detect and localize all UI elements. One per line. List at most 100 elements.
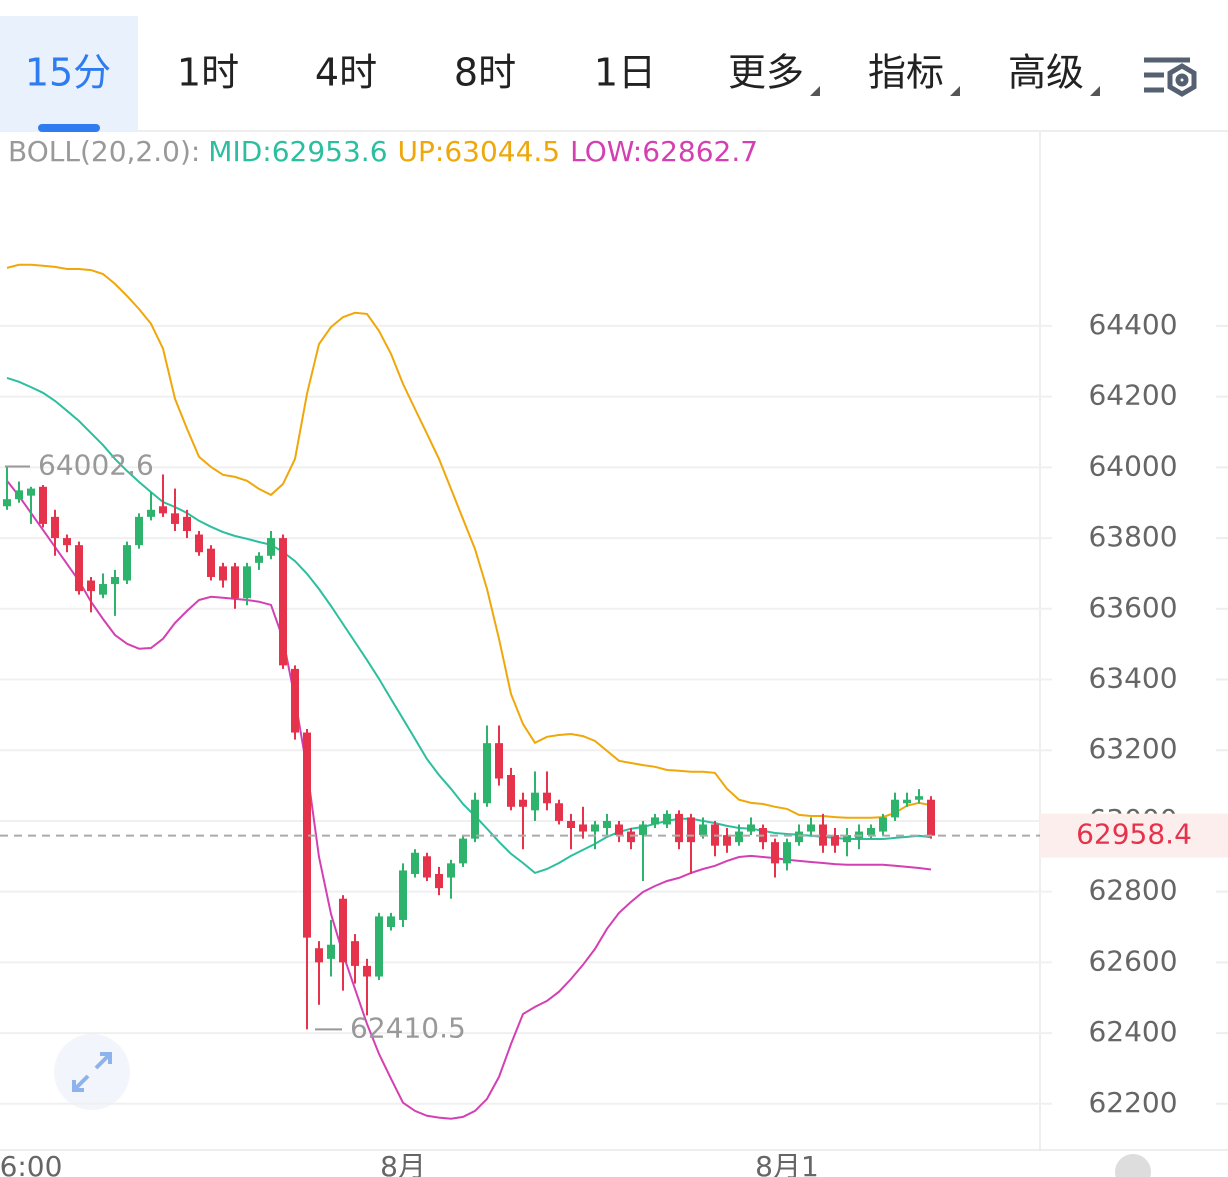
indicator-series-value: 62953.6 <box>272 135 388 168</box>
indicator-line <box>6 263 932 819</box>
y-tick-label: 63200 <box>1088 732 1177 765</box>
y-tick-label: 62600 <box>1088 944 1177 977</box>
tab[interactable]: 1日 <box>594 51 656 95</box>
candle-body <box>843 835 851 843</box>
candle-body <box>627 831 635 843</box>
candle-body <box>303 732 311 938</box>
tab[interactable]: 更多 <box>728 51 804 95</box>
tab[interactable]: 4时 <box>315 51 377 95</box>
x-tick-label: 8月1 <box>755 1150 819 1177</box>
candle-body <box>75 545 83 592</box>
indicator-line <box>6 376 932 875</box>
indicator-series-value: 63044.5 <box>444 135 560 168</box>
candle-body <box>615 824 623 836</box>
active-tab-indicator <box>38 124 100 132</box>
max-marker-label: 64002.6 <box>38 448 154 481</box>
candle-body <box>519 799 527 807</box>
dropdown-arrow <box>950 86 960 96</box>
candle-body <box>195 534 203 553</box>
expand-button[interactable] <box>54 1034 130 1110</box>
tab-bar: 15分 1时 4时 8时 1日 更多 指标 高级 <box>0 16 1100 132</box>
candle-body <box>87 580 95 592</box>
candle-body <box>639 824 647 836</box>
candle-body <box>927 799 935 836</box>
tab[interactable]: 高级 <box>1008 51 1084 95</box>
candle-body <box>567 820 575 829</box>
candle-body <box>783 842 791 864</box>
last-price-label: 62958.4 <box>1076 818 1192 851</box>
candle-body <box>255 555 263 563</box>
candle-body <box>543 792 551 804</box>
candle-body <box>795 831 803 843</box>
candle-body <box>831 835 839 846</box>
candle-body <box>483 743 491 804</box>
candle-body <box>327 944 335 959</box>
candle-body <box>735 831 743 843</box>
tab[interactable]: 1时 <box>177 51 239 95</box>
candle-body <box>279 538 287 666</box>
candle-body <box>351 941 359 966</box>
candle-body <box>891 799 899 818</box>
candle-body <box>15 490 23 500</box>
tab[interactable]: 指标 <box>868 51 944 95</box>
candle-body <box>363 965 371 977</box>
x-tick-label: 8月 <box>380 1150 426 1177</box>
candle-body <box>435 873 443 889</box>
candle-body <box>699 824 707 836</box>
y-tick-label: 62400 <box>1088 1015 1177 1048</box>
candle-body <box>63 538 71 546</box>
x-tick-label: 6:00 <box>0 1150 62 1177</box>
candle-body <box>135 516 143 546</box>
dropdown-arrow <box>810 86 820 96</box>
indicator-series-name: UP: <box>398 135 445 168</box>
tab[interactable]: 8时 <box>454 51 516 95</box>
candle-body <box>675 813 683 843</box>
candle-body <box>375 916 383 977</box>
y-tick-label: 63400 <box>1088 662 1177 695</box>
candle-body <box>3 499 11 507</box>
candle-body <box>39 486 47 524</box>
indicator-header: BOLL(20,2.0): MID:62953.6 UP:63044.5 LOW:62… <box>8 135 758 168</box>
candle-body <box>867 828 875 836</box>
candle-body <box>207 548 215 577</box>
candle-body <box>27 488 35 496</box>
y-tick-label: 63600 <box>1088 591 1177 624</box>
plot-area <box>3 263 935 1120</box>
candle-body <box>555 803 563 821</box>
y-tick-label: 64200 <box>1088 379 1177 412</box>
min-marker-label: 62410.5 <box>350 1011 466 1044</box>
candle-body <box>723 835 731 846</box>
candle-body <box>231 566 239 599</box>
candle-body <box>531 792 539 811</box>
candle-body <box>219 566 227 581</box>
candle-body <box>807 824 815 832</box>
candle-body <box>747 824 755 832</box>
candle-body <box>471 799 479 839</box>
candle-body <box>579 824 587 832</box>
active-tab-background <box>0 16 138 131</box>
candle-body <box>159 506 167 514</box>
candle-body <box>819 824 827 846</box>
candle-body <box>771 842 779 864</box>
candle-body <box>123 545 131 581</box>
y-tick-label: 64000 <box>1088 449 1177 482</box>
tab[interactable]: 15分 <box>25 51 111 95</box>
dropdown-arrow <box>1090 86 1100 96</box>
candle-body <box>447 863 455 878</box>
candle-body <box>315 948 323 963</box>
candle-body <box>423 856 431 878</box>
candle-body <box>495 743 503 779</box>
scroll-button[interactable] <box>1115 1154 1151 1177</box>
y-tick-label: 63800 <box>1088 520 1177 553</box>
candle-body <box>51 516 59 539</box>
candle-body <box>147 509 155 517</box>
settings-icon[interactable] <box>1144 57 1197 97</box>
candle-body <box>903 799 911 804</box>
candle-body <box>183 516 191 532</box>
candle-body <box>879 817 887 832</box>
candle-body <box>387 916 395 928</box>
candle-body <box>651 817 659 825</box>
